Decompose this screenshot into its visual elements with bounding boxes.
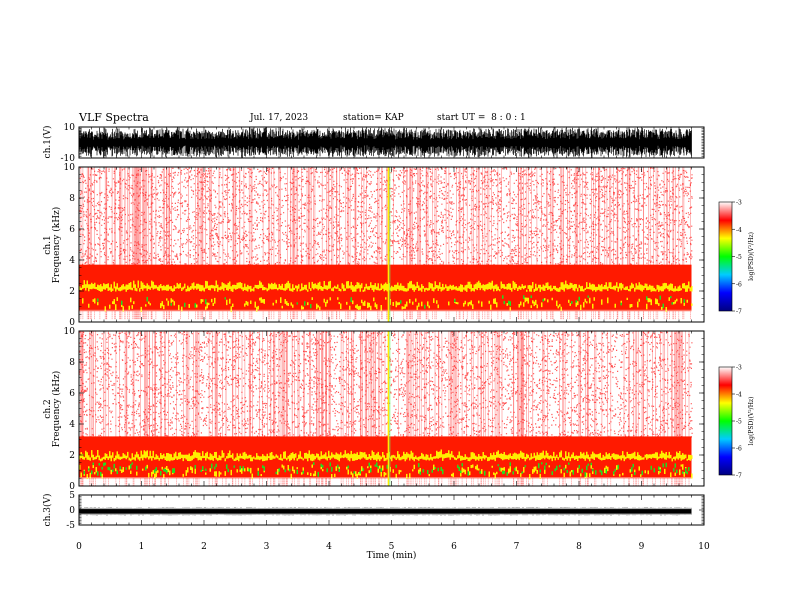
ch3-waveform-ytick-label: 5 [69,491,75,501]
ch3-waveform-ytick-label: -5 [66,521,75,531]
ch3-waveform-spikes [78,507,692,516]
ch2-spectrogram-colorbar [718,366,733,476]
ch1-spectrogram-colorbar-tick-label: -6 [736,281,742,288]
ch2-spectrogram-colorbar-label: log(PSD)(V²/Hz) [748,397,755,446]
ch1-spectrogram-ytick-label: 10 [64,163,76,173]
ch2-spectrogram-ytick-label: 8 [69,358,75,368]
figure-title: VLF Spectra [79,111,149,124]
ch2-spectrogram-ytick-label: 10 [64,327,76,337]
ch1-spectrogram-ytick-label: 6 [69,225,75,235]
x-tick-label: 8 [576,542,582,552]
ch1-spectrogram-ytick-label: 8 [69,194,75,204]
ch2-spectrogram-ylabel-channel: ch.2 [43,399,53,418]
ch2-spectrogram-ylabel-frequency: Frequency (kHz) [51,371,62,448]
x-tick-label: 10 [698,542,710,552]
ch1-spectrogram-ylabel-frequency: Frequency (kHz) [51,207,62,284]
ch3-waveform-ylabel: ch.3(V) [42,494,53,527]
ch1-waveform-ytick-label: -10 [61,154,76,164]
x-tick-label: 0 [76,542,82,552]
start-time-label: start UT = 8 : 0 : 1 [437,113,526,123]
ch1-spectrogram-colorbar-tick-label: -7 [736,309,742,316]
ch2-spectrogram-colorbar-tick-label: -7 [736,473,742,480]
ch1-spectrogram-floor [79,319,692,322]
ch1-spectrogram-image [79,167,693,322]
ch1-spectrogram-yellow-band [79,280,693,313]
x-tick-label: 3 [264,542,270,552]
ch1-spectrogram-colorbar [718,201,733,312]
x-tick-label: 9 [639,542,645,552]
x-tick-label: 4 [326,542,332,552]
ch2-spectrogram-ytick-label: 2 [69,451,75,461]
ch1-spectrogram-ylabel-channel: ch.1 [43,235,53,254]
x-tick-label: 6 [451,542,457,552]
axes-layer [78,126,735,526]
ch3-waveform-ytick-label: 0 [69,506,75,516]
ch1-spectrogram-colorbar-tick-label: -3 [736,200,742,207]
ch2-spectrogram-colorbar-tick-label: -5 [736,419,742,426]
x-tick-label: 2 [201,542,207,552]
ch1-spectrogram-colorbar-tick-label: -4 [736,227,742,234]
ch1-waveform-ytick-label: 10 [64,123,76,133]
ch2-spectrogram-colorbar-tick-label: -4 [736,392,742,399]
ch1-waveform-trace [78,127,692,158]
ch2-spectrogram-streaks [80,331,690,486]
ch2-spectrogram-green-band [83,462,690,477]
station-label: station= KAP [343,113,404,123]
x-axis-label: Time (min) [367,550,417,561]
ch2-spectrogram-image [79,331,693,486]
ch1-spectrogram-colorbar-label: log(PSD)(V²/Hz) [748,232,755,281]
ch1-spectrogram-ytick-label: 4 [69,256,75,266]
x-tick-label: 1 [139,542,145,552]
x-tick-label: 5 [389,542,395,552]
plot-area [78,127,693,516]
x-tick-label: 7 [514,542,520,552]
ch1-spectrogram-ytick-label: 0 [69,318,75,328]
ch1-spectrogram-colorbar-tick-label: -5 [736,254,742,261]
ch1-waveform-ylabel: ch.1(V) [42,126,53,159]
ch2-spectrogram-colorbar-tick-label: -6 [736,446,742,453]
ch2-spectrogram-ytick-label: 0 [69,482,75,492]
ch1-spectrogram-streaks [80,167,691,322]
ch2-spectrogram-ytick-label: 6 [69,389,75,399]
ch2-spectrogram-yellow-band [79,449,693,480]
ch1-spectrogram-ytick-label: 2 [69,287,75,297]
ch2-spectrogram-ytick-label: 4 [69,420,75,430]
ch2-spectrogram-colorbar-tick-label: -3 [736,365,742,372]
date-label: Jul. 17, 2023 [250,113,309,123]
